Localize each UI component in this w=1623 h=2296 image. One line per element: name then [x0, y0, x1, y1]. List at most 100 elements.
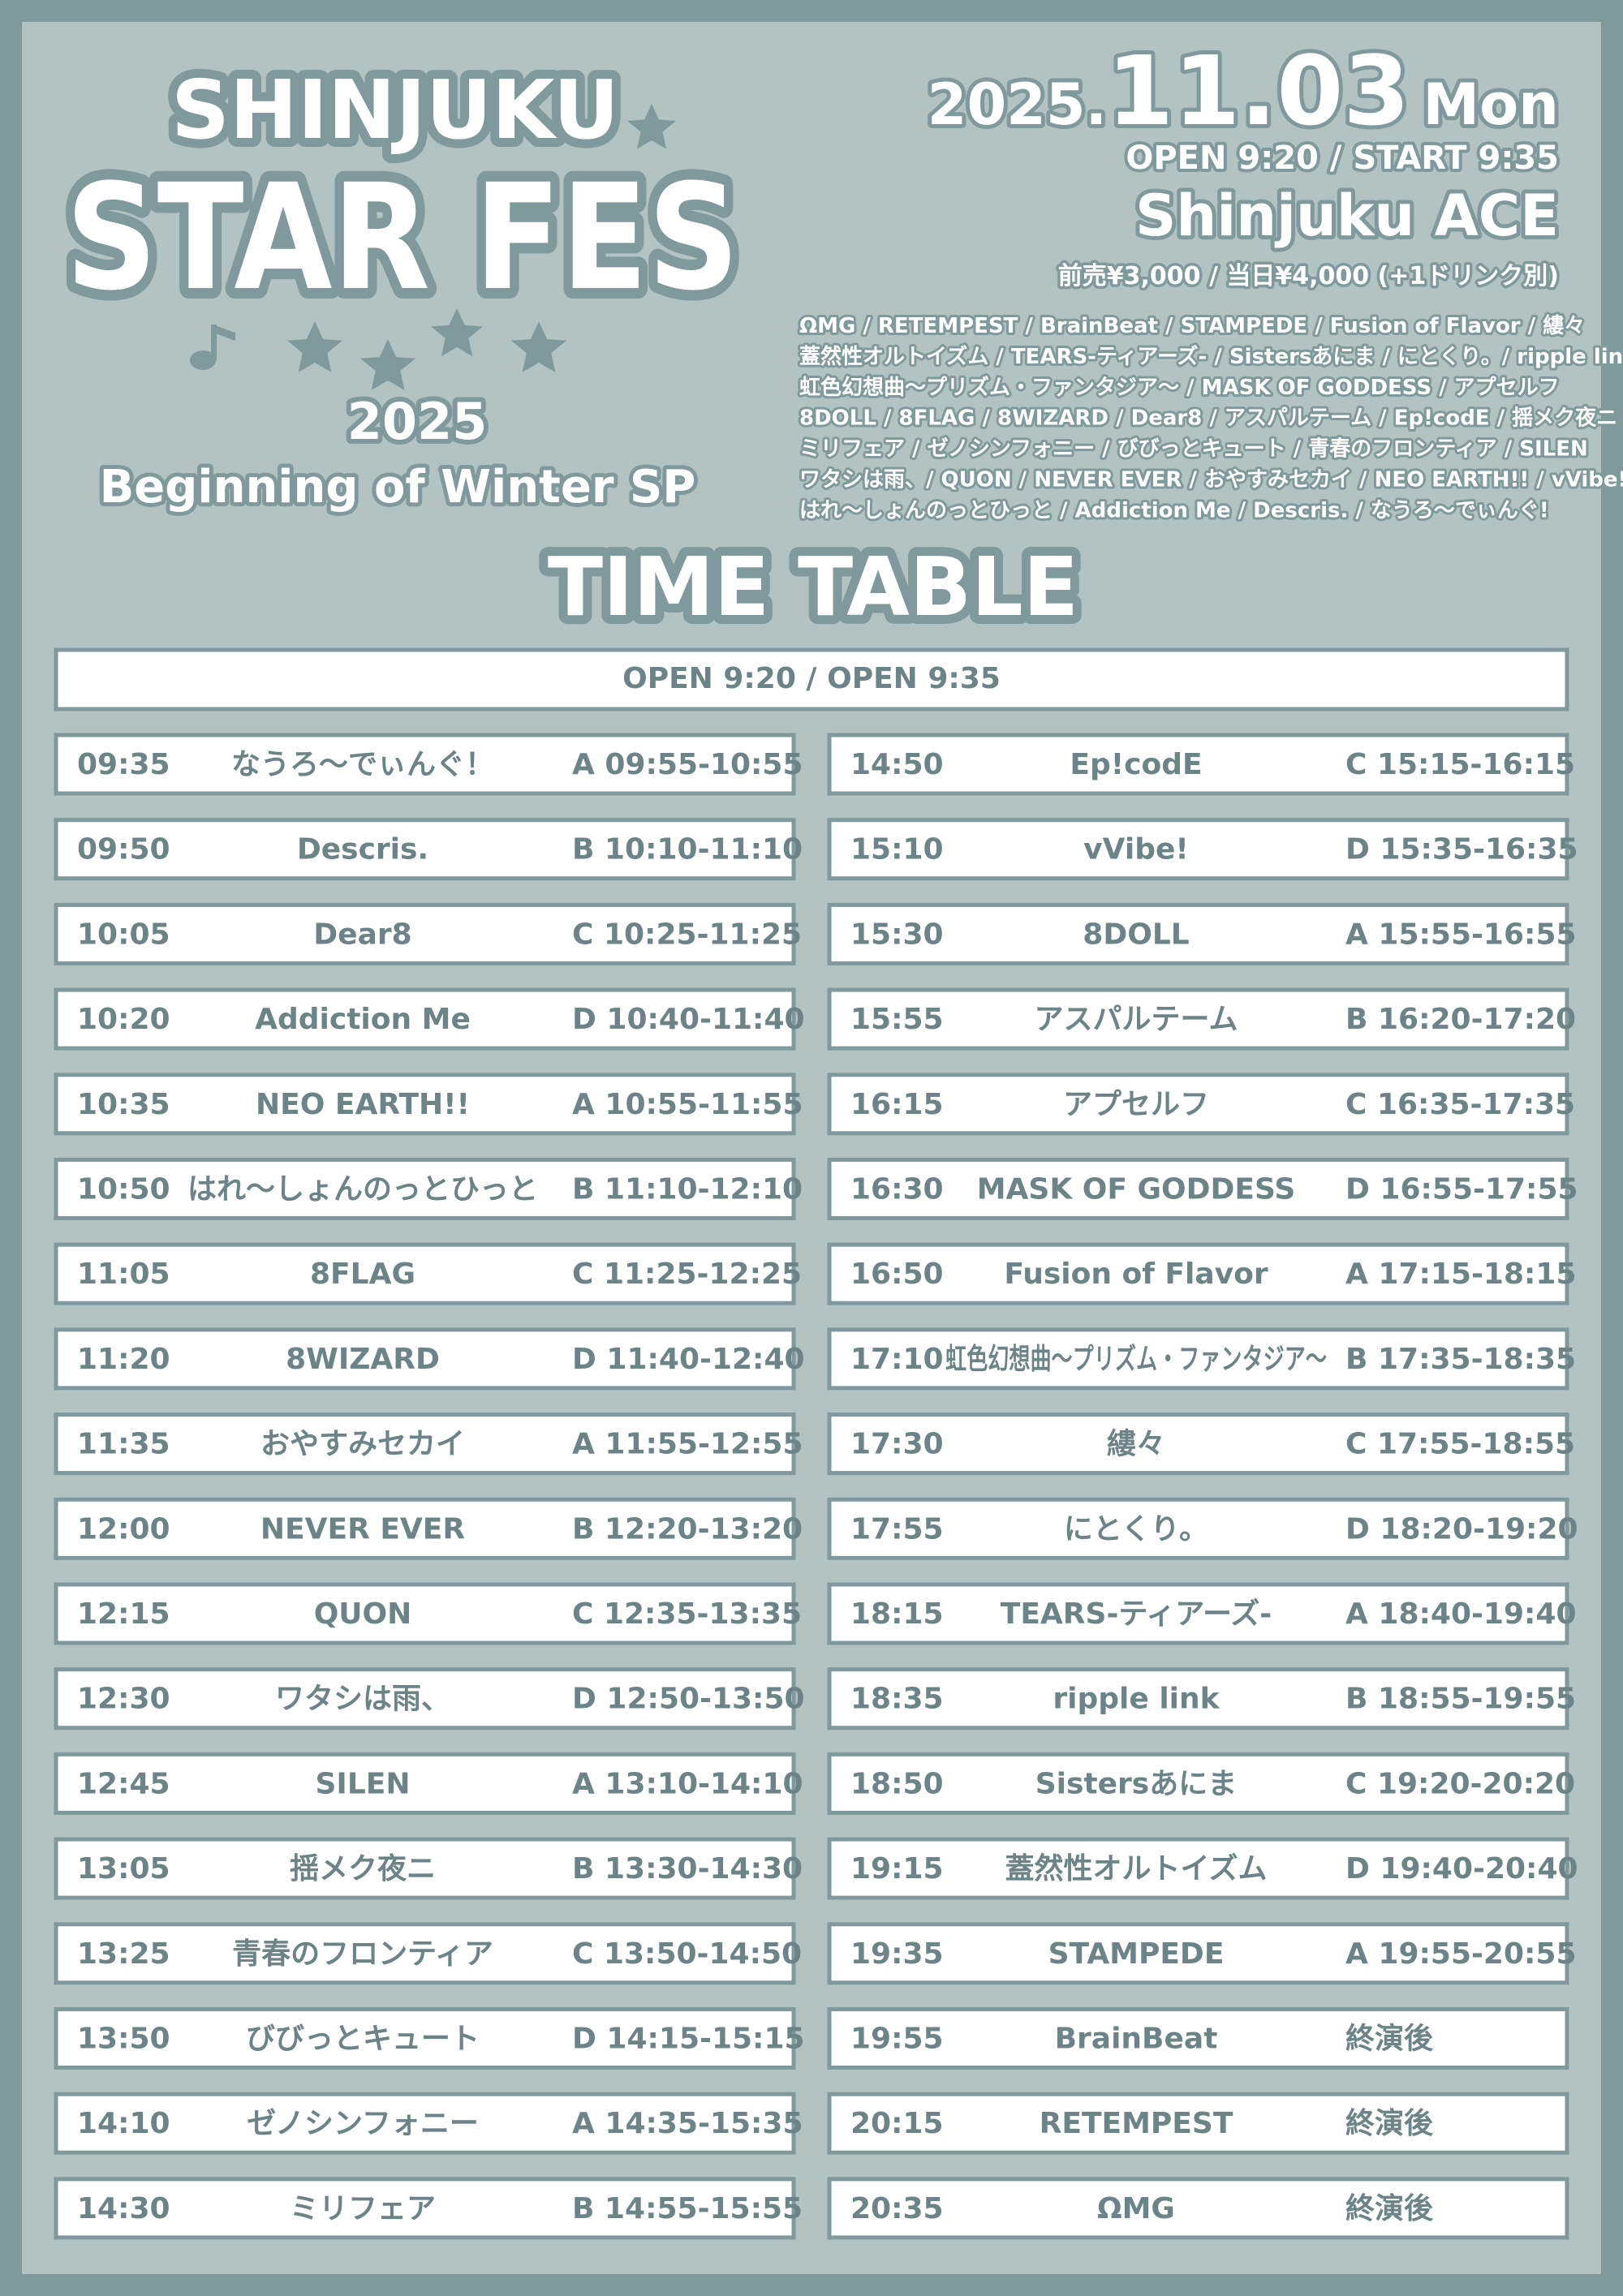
- row-booth: B 10:10-11:10: [572, 833, 803, 866]
- row-time: 17:55: [850, 1512, 944, 1546]
- row-artist: NEO EARTH!!: [256, 1088, 470, 1121]
- row-artist: QUON: [314, 1597, 412, 1631]
- row-time: 16:50: [850, 1258, 944, 1291]
- row-time: 13:50: [77, 2023, 170, 2056]
- row-booth: D 14:15-15:15: [572, 2023, 805, 2056]
- row-time: 18:50: [850, 1767, 944, 1800]
- row-box: [54, 2177, 796, 2240]
- row-time: 19:15: [850, 1852, 944, 1885]
- row-booth: D 18:20-19:20: [1345, 1512, 1578, 1546]
- timetable-banner: OPEN 9:20 / OPEN 9:35: [622, 662, 1001, 695]
- row-artist: 青春のフロンティア: [232, 1937, 493, 1971]
- lineup-line: ワタシは雨、/ QUON / NEVER EVER / おやすみセカイ / NE…: [799, 468, 1623, 492]
- row-time: 17:10: [850, 1343, 944, 1376]
- row-time: 11:05: [77, 1258, 170, 1291]
- row-box: [827, 2177, 1569, 2240]
- row-booth: A 13:10-14:10: [572, 1767, 803, 1800]
- row-booth: C 10:25-11:25: [572, 918, 802, 951]
- row-artist: Addiction Me: [255, 1003, 471, 1036]
- row-artist: Fusion of Flavor: [1004, 1258, 1268, 1291]
- row-booth: D 12:50-13:50: [572, 1683, 805, 1716]
- row-box: [827, 987, 1569, 1051]
- row-booth: 終演後: [1345, 2107, 1434, 2140]
- row-time: 19:55: [850, 2023, 944, 2056]
- row-booth: 終演後: [1345, 2192, 1434, 2225]
- event-times: OPEN 9:20 / START 9:35: [1126, 140, 1559, 177]
- row-time: 11:35: [77, 1428, 170, 1461]
- row-artist: ミリフェア: [290, 2192, 436, 2225]
- row-time: 12:30: [77, 1683, 170, 1716]
- row-artist: 蓋然性オルトイズム: [1005, 1851, 1268, 1885]
- row-booth: A 14:35-15:35: [572, 2107, 803, 2140]
- row-box: [827, 1582, 1569, 1645]
- row-booth: A 15:55-16:55: [1345, 918, 1577, 951]
- lineup-line: ΩMG / RETEMPEST / BrainBeat / STAMPEDE /…: [799, 313, 1585, 338]
- row-box: [827, 1922, 1569, 1985]
- row-booth: C 16:35-17:35: [1345, 1088, 1575, 1121]
- banner-box: [54, 647, 1569, 712]
- row-artist: TEARS-ティアーズ-: [1001, 1597, 1272, 1631]
- row-box: [54, 1412, 796, 1476]
- row-box: [827, 818, 1569, 881]
- row-time: 15:55: [850, 1003, 944, 1036]
- row-time: 20:15: [850, 2107, 944, 2140]
- row-box: [54, 2007, 796, 2070]
- row-time: 15:10: [850, 833, 944, 866]
- row-booth: C 11:25-12:25: [572, 1258, 802, 1291]
- row-booth: A 19:55-20:55: [1345, 1937, 1577, 1971]
- row-artist: Descris.: [297, 833, 428, 866]
- row-artist: びびっとキュート: [246, 2023, 480, 2056]
- date-day: 11.03: [1107, 35, 1410, 147]
- row-time: 13:05: [77, 1852, 170, 1885]
- row-booth: B 11:10-12:10: [572, 1173, 803, 1206]
- row-booth: C 15:15-16:15: [1345, 748, 1575, 781]
- row-time: 12:00: [77, 1512, 170, 1546]
- row-box: [54, 1073, 796, 1136]
- logo-line1: SHINJUKU: [171, 62, 619, 157]
- row-artist: 8DOLL: [1083, 918, 1189, 951]
- row-artist: Dear8: [313, 918, 411, 951]
- lineup: ΩMG / RETEMPEST / BrainBeat / STAMPEDE /…: [797, 311, 1623, 525]
- row-artist: ゼノシンフォニー: [247, 2107, 479, 2140]
- logo-subtitle: Beginning of Winter SP: [100, 461, 696, 514]
- row-box: [54, 902, 796, 965]
- row-artist: 揺メク夜ニ: [290, 1852, 436, 1885]
- row-time: 19:35: [850, 1937, 944, 1971]
- row-box: [827, 1667, 1569, 1731]
- row-booth: C 19:20-20:20: [1345, 1767, 1575, 1800]
- row-box: [54, 1497, 796, 1560]
- lineup-line: 蓋然性オルトイズム / TEARS-ティアーズ- / Sistersあにま / …: [799, 344, 1623, 369]
- row-booth: A 11:55-12:55: [572, 1428, 803, 1461]
- row-artist: ripple link: [1053, 1683, 1220, 1716]
- row-time: 14:50: [850, 748, 944, 781]
- row-time: 14:30: [77, 2192, 170, 2225]
- logo-line2: STAR FES: [66, 153, 739, 323]
- row-time: 18:35: [850, 1683, 944, 1716]
- row-time: 10:50: [77, 1173, 170, 1206]
- event-venue: Shinjuku ACE: [1135, 183, 1559, 249]
- row-booth: C 13:50-14:50: [572, 1937, 802, 1971]
- row-time: 15:30: [850, 918, 944, 951]
- row-artist: 縷々: [1107, 1428, 1165, 1461]
- row-artist: にとくり。: [1064, 1512, 1208, 1546]
- row-box: [827, 1327, 1569, 1391]
- row-booth: C 12:35-13:35: [572, 1597, 802, 1631]
- row-artist: 8WIZARD: [286, 1343, 440, 1376]
- date-weekday: Mon: [1423, 71, 1559, 138]
- row-box: [54, 987, 796, 1051]
- row-box: [54, 1158, 796, 1220]
- row-box: [54, 1582, 796, 1645]
- row-booth: D 11:40-12:40: [572, 1343, 805, 1376]
- row-booth: A 17:15-18:15: [1345, 1258, 1577, 1291]
- lineup-line: はれ〜しょんのっとひっと / Addiction Me / Descris. /…: [799, 498, 1549, 522]
- row-booth: C 17:55-18:55: [1345, 1428, 1575, 1461]
- row-box: [54, 1837, 796, 1900]
- row-box: [827, 1073, 1569, 1136]
- row-booth: B 13:30-14:30: [572, 1852, 803, 1885]
- lineup-line: ミリフェア / ゼノシンフォニー / びびっとキュート / 青春のフロンティア …: [799, 437, 1588, 462]
- logo-year: 2025: [347, 392, 488, 451]
- row-time: 12:15: [77, 1597, 170, 1631]
- row-booth: D 15:35-16:35: [1345, 833, 1578, 866]
- row-time: 20:35: [850, 2192, 944, 2225]
